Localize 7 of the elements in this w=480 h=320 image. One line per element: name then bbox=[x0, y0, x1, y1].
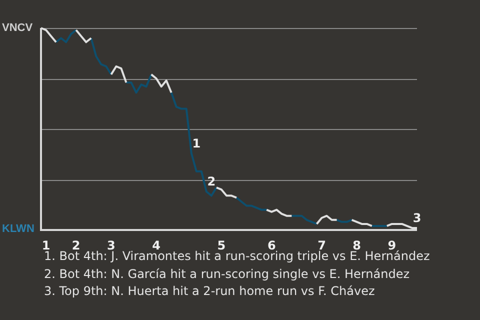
annotation: 1 bbox=[192, 136, 201, 150]
text: VNCV bbox=[2, 22, 33, 34]
text: 3. Top 9th: N. Huerta hit a 2-run home run vs F. Chávez bbox=[44, 283, 376, 300]
text: KLWN bbox=[2, 223, 34, 235]
annotation: 2 bbox=[207, 174, 216, 189]
text: 2. Bot 4th: N. García hit a run-scoring single vs E. Hernández bbox=[44, 266, 410, 282]
annotation: 3 bbox=[412, 211, 422, 226]
